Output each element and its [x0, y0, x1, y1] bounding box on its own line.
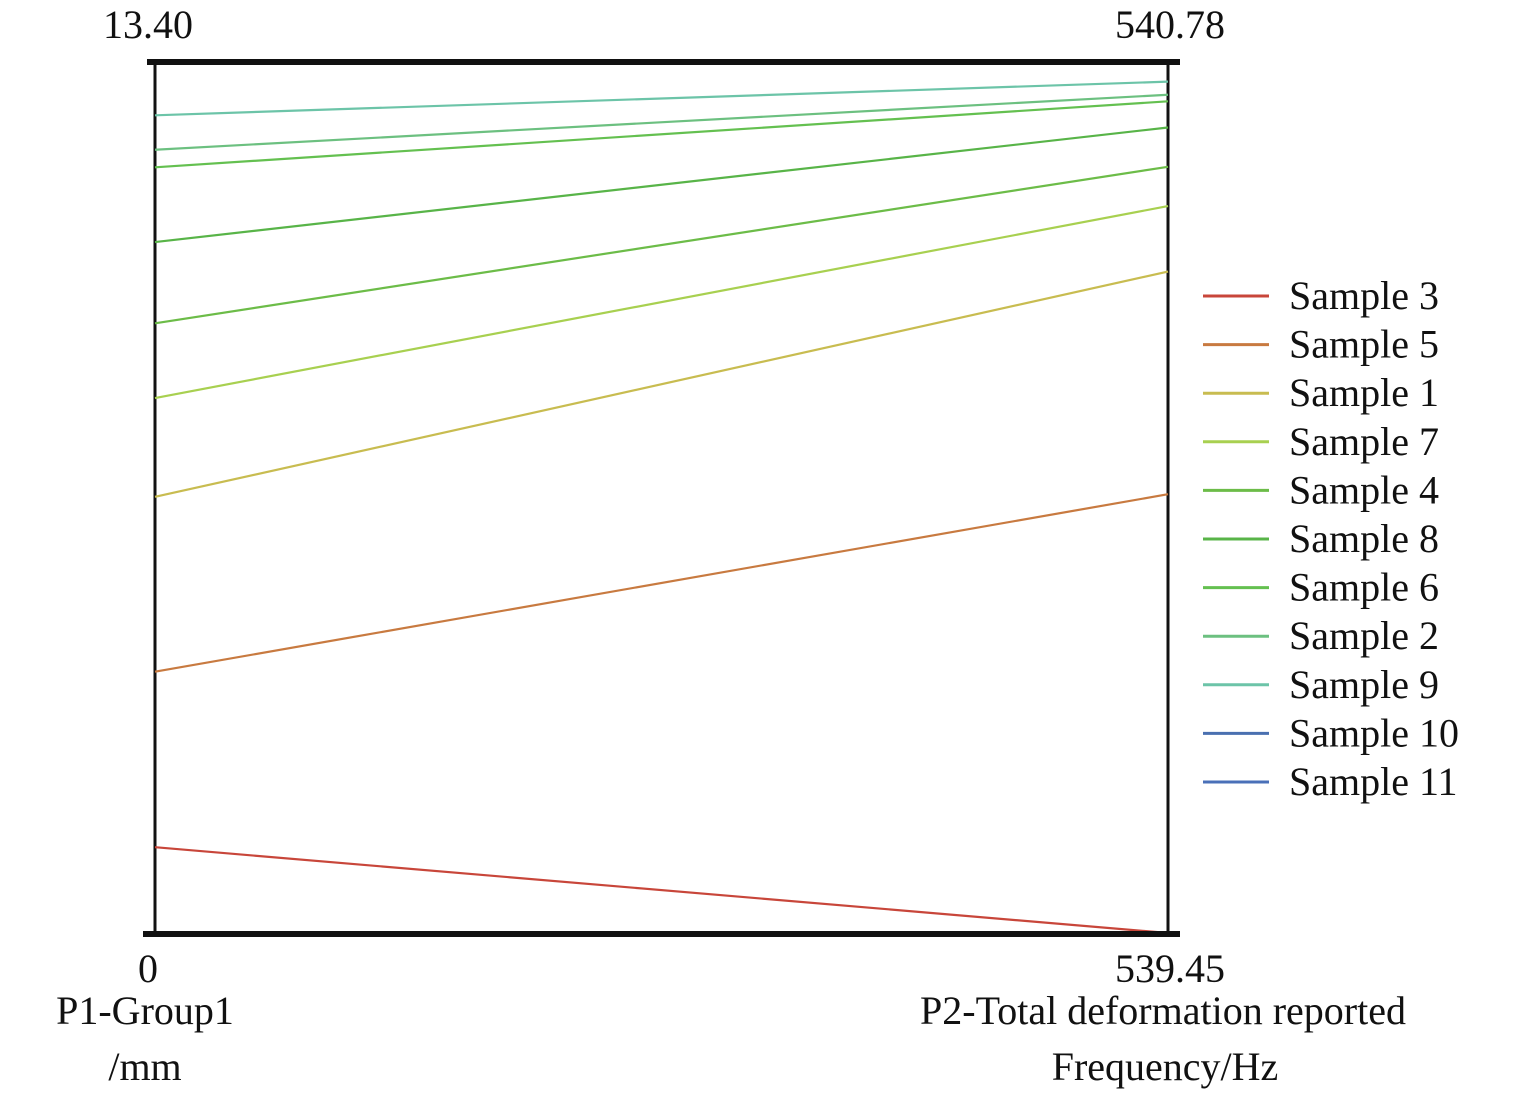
axis-p2-title: P2-Total deformation reported: [920, 988, 1406, 1033]
series-line-sample-3: [154, 846, 1169, 935]
axis-p2-min-label: 539.45: [1115, 946, 1225, 991]
series-line-sample-7: [154, 204, 1169, 400]
legend-label-sample-7: Sample 7: [1289, 419, 1439, 464]
legend-label-sample-4: Sample 4: [1289, 467, 1439, 512]
axis-p2-max-label: 540.78: [1115, 2, 1225, 47]
legend-label-sample-1: Sample 1: [1289, 370, 1439, 415]
legend-label-sample-2: Sample 2: [1289, 613, 1439, 658]
legend-label-sample-8: Sample 8: [1289, 516, 1439, 561]
axis-p1-min-label: 0: [138, 946, 158, 991]
legend-label-sample-11: Sample 11: [1289, 759, 1458, 804]
legend-label-sample-5: Sample 5: [1289, 322, 1439, 367]
axis-p1-title: P1-Group1: [56, 988, 234, 1033]
legend-label-sample-9: Sample 9: [1289, 662, 1439, 707]
legend-label-sample-10: Sample 10: [1289, 710, 1459, 755]
series-line-sample-9: [154, 80, 1169, 117]
legend-label-sample-3: Sample 3: [1289, 273, 1439, 318]
axis-p1-max-label: 13.40: [103, 2, 193, 47]
legend-label-sample-6: Sample 6: [1289, 565, 1439, 610]
series-line-sample-1: [154, 270, 1169, 498]
series-line-sample-2: [154, 93, 1169, 151]
axis-p1-unit: /mm: [108, 1044, 181, 1089]
series-line-sample-8: [154, 126, 1169, 244]
series-line-sample-4: [154, 165, 1169, 325]
series-line-sample-6: [154, 100, 1169, 169]
axis-p2-unit: Frequency/Hz: [1052, 1044, 1279, 1089]
series-line-sample-5: [154, 493, 1169, 673]
